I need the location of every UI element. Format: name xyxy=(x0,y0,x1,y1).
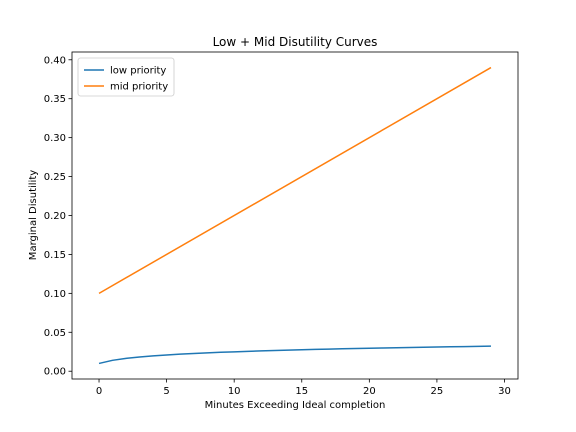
y-tick-label: 0.00 xyxy=(44,367,66,378)
x-axis-label: Minutes Exceeding Ideal completion xyxy=(205,400,386,411)
x-tick-label: 5 xyxy=(163,386,169,397)
x-tick-label: 0 xyxy=(96,386,102,397)
y-tick-label: 0.25 xyxy=(44,172,66,183)
series-line-mid-priority xyxy=(98,66,492,295)
series-line-low-priority xyxy=(98,345,491,365)
x-tick-label: 15 xyxy=(295,386,308,397)
x-tick-label: 25 xyxy=(431,386,444,397)
chart-title: Low + Mid Disutility Curves xyxy=(213,35,378,49)
y-tick-label: 0.10 xyxy=(44,289,66,300)
x-tick-label: 20 xyxy=(363,386,376,397)
y-tick-label: 0.35 xyxy=(44,94,66,105)
legend-label: low priority xyxy=(110,66,166,77)
y-tick-label: 0.15 xyxy=(44,250,66,261)
y-tick-label: 0.30 xyxy=(44,133,66,144)
plot-area: 0 5 10 15 20 25 30 0.00 0.05 0.10 0.15 0.20 0.25 0.30… xyxy=(44,51,519,397)
y-tick-label: 0.05 xyxy=(44,328,66,339)
y-tick-label: 0.20 xyxy=(44,211,66,222)
legend-label: mid priority xyxy=(110,82,168,93)
y-tick-label: 0.40 xyxy=(44,55,66,66)
y-axis-label: Marginal Disutility xyxy=(28,170,39,260)
x-tick-label: 30 xyxy=(498,386,511,397)
x-tick-label: 10 xyxy=(228,386,241,397)
